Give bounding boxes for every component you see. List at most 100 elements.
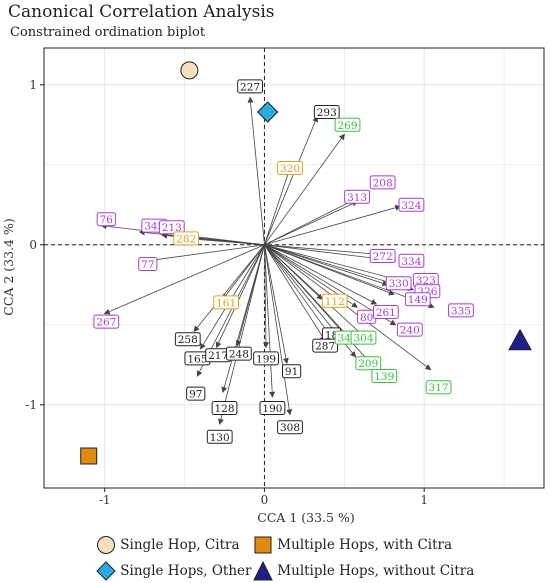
variable-label-text: 227 <box>240 81 260 93</box>
variable-label-text: 335 <box>451 305 471 317</box>
variable-label: 97 <box>186 386 206 401</box>
variable-label-text: 248 <box>229 349 249 361</box>
variable-label-text: 324 <box>401 200 421 212</box>
variable-label-text: 213 <box>162 222 182 234</box>
variable-arrow <box>264 244 329 334</box>
variable-label-text: 287 <box>315 341 335 353</box>
variable-arrow <box>264 244 276 398</box>
variable-label-text: 165 <box>187 353 207 365</box>
y-tick-label: -1 <box>25 398 37 412</box>
variable-label: 267 <box>93 314 120 329</box>
variable-label-text: 258 <box>178 334 198 346</box>
variable-label-box <box>369 175 396 190</box>
variable-label: 213 <box>158 220 185 235</box>
variable-label-text: 240 <box>400 325 420 337</box>
variable-arrow <box>264 244 293 416</box>
variable-label-box <box>344 189 370 204</box>
axes: -1 0 1 -1 0 1 <box>25 47 545 507</box>
variable-label: 165 <box>184 351 211 366</box>
variable-label-text: 208 <box>373 177 393 189</box>
variable-label-text: 130 <box>210 432 230 444</box>
variable-label-text: 112 <box>325 296 345 308</box>
variable-arrow <box>264 167 292 245</box>
variable-label-text: 334 <box>401 256 421 268</box>
variable-arrow <box>264 244 365 337</box>
variable-arrow <box>264 244 381 257</box>
variable-label: 261 <box>372 305 399 319</box>
variable-label-box <box>398 197 425 212</box>
variable-label: 199 <box>253 351 279 366</box>
variable-label-text: 190 <box>262 403 282 415</box>
variable-label-text: 217 <box>208 350 228 362</box>
variable-label-text: 267 <box>96 317 116 329</box>
variable-arrow <box>264 244 377 371</box>
variable-label: 76 <box>96 212 116 227</box>
variable-label-text: 313 <box>347 192 367 204</box>
y-axis-title: CCA 2 (33.4 %) <box>1 218 16 316</box>
variable-label-text: 199 <box>256 353 276 365</box>
variable-label: 320 <box>277 161 303 175</box>
variable-label-text: 330 <box>389 278 409 290</box>
variable-arrow <box>264 244 289 365</box>
legend-item-single-hop-citra: Single Hop, Citra <box>96 535 240 555</box>
variable-label-box <box>350 330 377 345</box>
variable-label-text: 209 <box>358 358 378 370</box>
legend-item-multiple-hops-without-citra: Multiple Hops, without Citra <box>253 560 475 581</box>
variable-label-text: 80 <box>360 312 373 324</box>
variable-arrow <box>221 244 265 393</box>
variable-label-box <box>312 338 339 353</box>
variable-label-box <box>277 420 303 435</box>
variable-label: 272 <box>369 249 396 263</box>
variable-label-box <box>396 322 423 337</box>
group-marker-triangle <box>508 328 532 351</box>
variable-label-text: 320 <box>280 163 300 175</box>
group-marker-circle <box>180 61 199 80</box>
variable-label-text: 323 <box>416 275 436 287</box>
variable-label: 209 <box>355 356 382 371</box>
y-tick-label: 1 <box>29 78 37 92</box>
variable-label-text: 272 <box>373 251 393 263</box>
variable-label-box <box>404 292 431 307</box>
group-marker-square <box>80 447 98 465</box>
variable-arrow <box>262 244 269 349</box>
variable-label: 269 <box>334 117 361 132</box>
square-icon <box>254 536 272 554</box>
variable-label-text: 261 <box>376 307 396 319</box>
group-centroids <box>80 61 532 465</box>
variable-label-text: 161 <box>216 297 236 309</box>
variable-label: 161 <box>213 295 240 310</box>
variable-label-box <box>321 293 348 308</box>
variable-label-box <box>173 231 200 246</box>
variable-label-text: 282 <box>176 233 196 245</box>
variable-arrow <box>146 244 265 264</box>
legend-label: Single Hop, Citra <box>120 537 240 553</box>
variable-label-text: 76 <box>100 214 114 226</box>
variable-arrow <box>264 200 359 246</box>
variable-label-text: 269 <box>337 120 357 132</box>
variable-label-text: 293 <box>317 107 337 119</box>
variable-label-box <box>237 79 263 94</box>
variable-label-box <box>253 351 279 366</box>
variable-label-text: 139 <box>374 371 394 383</box>
variable-label: 335 <box>448 303 474 318</box>
variable-label: 258 <box>174 332 201 347</box>
variable-label-box <box>96 212 116 227</box>
variable-label-text: 97 <box>189 389 202 401</box>
plot-panel-border <box>43 47 545 489</box>
variable-label-text: 304 <box>353 333 373 345</box>
legend-label: Single Hops, Other <box>120 563 252 579</box>
variable-label: 304 <box>350 330 377 345</box>
variable-label: 139 <box>371 369 398 383</box>
variable-label: 317 <box>425 380 452 395</box>
variable-label: 128 <box>211 401 238 415</box>
variable-arrow <box>264 133 345 246</box>
variable-arrow <box>103 244 265 315</box>
variable-arrow <box>264 244 432 371</box>
diamond-icon <box>96 561 116 581</box>
variable-label: 77 <box>138 257 158 271</box>
group-marker-diamond <box>256 101 279 123</box>
variable-arrow <box>193 244 265 332</box>
legend-label: Multiple Hops, without Citra <box>277 563 475 579</box>
variable-label: 91 <box>282 364 302 379</box>
